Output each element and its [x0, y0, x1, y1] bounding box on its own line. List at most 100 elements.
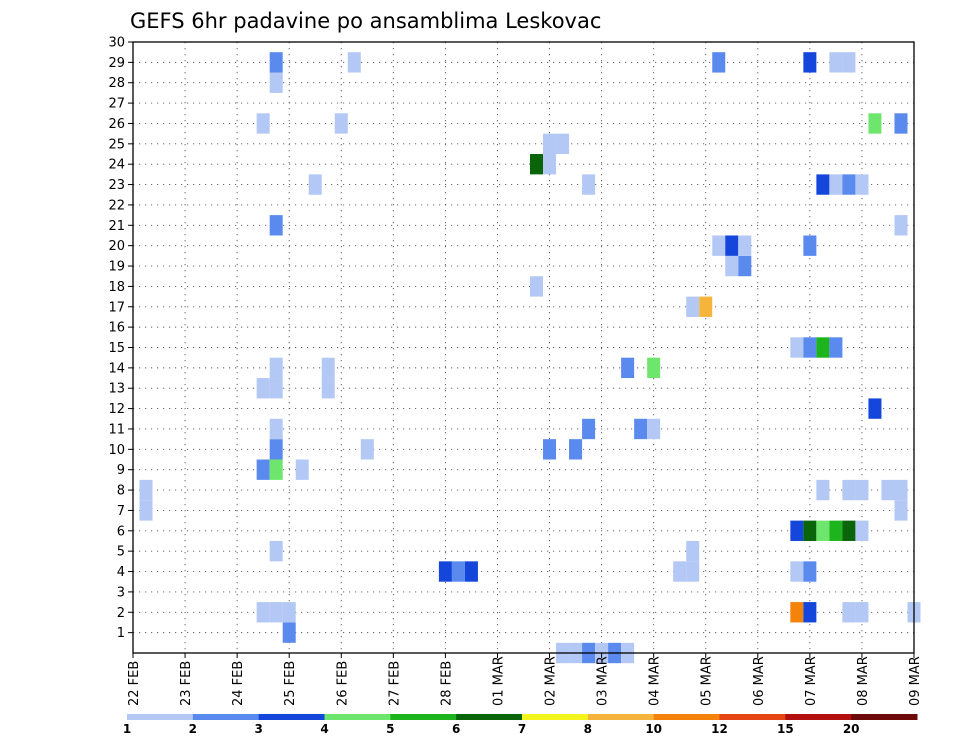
x-tick-label: 07 MAR [804, 656, 819, 706]
x-tick-label: 01 MAR [491, 656, 506, 706]
x-tick-label: 08 MAR [856, 656, 871, 706]
precip-cell [894, 500, 908, 521]
x-tick-label: 28 FEB [439, 661, 454, 706]
precip-cell [269, 540, 283, 562]
precip-cell [269, 439, 283, 460]
legend-label: 15 [777, 722, 794, 736]
precip-cell [321, 357, 335, 379]
precip-cell [855, 602, 869, 623]
precip-cell [347, 52, 361, 73]
y-tick-label: 27 [108, 97, 125, 112]
y-axis-ticks: 1234567891011121314151617181920212223242… [108, 36, 133, 641]
precip-cell [842, 520, 856, 541]
precip-cell [321, 378, 335, 399]
precip-cell [464, 561, 478, 582]
y-tick-label: 30 [108, 36, 125, 51]
y-tick-label: 20 [108, 239, 125, 254]
precip-cell [269, 72, 283, 93]
legend-swatch [127, 714, 194, 720]
y-tick-label: 3 [117, 585, 125, 600]
precip-cell [738, 235, 752, 256]
y-tick-label: 25 [108, 137, 125, 152]
x-tick-label: 27 FEB [387, 661, 402, 706]
precip-cell [360, 439, 374, 460]
legend-swatch [192, 714, 260, 720]
precip-cell [256, 602, 270, 623]
precip-cell [738, 255, 752, 277]
precip-cell [803, 337, 817, 358]
precip-cell [803, 235, 817, 256]
precip-cell [790, 520, 804, 541]
legend-swatch [456, 714, 523, 720]
precip-cell [139, 500, 153, 521]
x-tick-label: 24 FEB [231, 661, 246, 706]
legend-swatch [785, 714, 852, 720]
precip-cell [803, 52, 817, 73]
precip-cell [543, 439, 557, 460]
precip-cell [647, 357, 661, 379]
precip-cell [647, 418, 661, 440]
y-tick-label: 9 [117, 463, 125, 478]
legend-label: 5 [386, 722, 394, 736]
precip-cell [256, 113, 270, 134]
x-tick-label: 05 MAR [700, 656, 715, 706]
precip-cell [621, 357, 635, 379]
precip-cell [569, 439, 583, 460]
precip-cell [139, 479, 153, 501]
precip-cell [438, 561, 452, 582]
y-tick-label: 17 [108, 300, 125, 315]
y-tick-label: 6 [117, 524, 125, 539]
precip-cell [712, 235, 726, 256]
y-tick-label: 12 [108, 402, 125, 417]
y-tick-label: 15 [108, 341, 125, 356]
precip-cell [334, 113, 348, 134]
precip-cell [868, 113, 882, 134]
legend-swatch [587, 714, 655, 720]
precip-cell [686, 561, 700, 582]
legend-swatch [522, 714, 589, 720]
y-tick-label: 14 [108, 361, 125, 376]
legend-label: 4 [320, 722, 328, 736]
precip-cell [803, 561, 817, 582]
precip-cell [543, 133, 557, 155]
precip-cell [842, 174, 856, 195]
y-tick-label: 1 [117, 626, 125, 641]
x-tick-label: 06 MAR [752, 656, 767, 706]
legend-label: 20 [843, 722, 860, 736]
y-tick-label: 21 [108, 219, 125, 234]
precip-cell [582, 174, 596, 195]
y-tick-label: 2 [117, 606, 125, 621]
precip-cell [855, 174, 869, 195]
y-tick-label: 29 [108, 56, 125, 71]
x-tick-label: 25 FEB [283, 661, 298, 706]
legend-label: 6 [452, 722, 460, 736]
precip-cell [855, 520, 869, 541]
x-tick-label: 22 FEB [127, 661, 142, 706]
precip-cell [451, 561, 465, 582]
precip-cell [868, 398, 882, 419]
precip-cell [881, 479, 895, 501]
y-tick-label: 19 [108, 260, 125, 275]
precip-cell [530, 154, 544, 175]
y-tick-label: 24 [108, 158, 125, 173]
legend-label: 1 [123, 722, 131, 736]
legend-label: 7 [518, 722, 526, 736]
precip-cell [816, 337, 830, 358]
precip-cell [556, 133, 570, 155]
precip-cell [269, 378, 283, 399]
legend-label: 8 [584, 722, 592, 736]
x-tick-label: 26 FEB [335, 661, 350, 706]
legend-swatch [324, 714, 391, 720]
y-tick-label: 7 [117, 504, 125, 519]
legend-swatch [653, 714, 720, 720]
precip-cell [829, 52, 843, 73]
precip-cell [582, 418, 596, 440]
precip-cell [725, 235, 739, 256]
y-tick-label: 28 [108, 76, 125, 91]
y-tick-label: 11 [108, 422, 125, 437]
y-tick-label: 10 [108, 443, 125, 458]
precip-cell [269, 52, 283, 73]
precip-cell [530, 276, 544, 297]
precip-cell [816, 174, 830, 195]
